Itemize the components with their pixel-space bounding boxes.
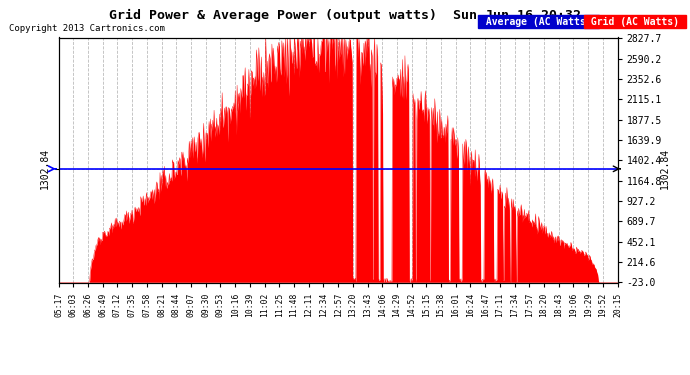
Text: Copyright 2013 Cartronics.com: Copyright 2013 Cartronics.com	[9, 24, 165, 33]
Text: Grid Power & Average Power (output watts)  Sun Jun 16 20:32: Grid Power & Average Power (output watts…	[109, 9, 581, 22]
Text: Grid (AC Watts): Grid (AC Watts)	[585, 17, 685, 27]
Text: 1302.84: 1302.84	[660, 148, 669, 189]
Text: Average (AC Watts): Average (AC Watts)	[480, 17, 597, 27]
